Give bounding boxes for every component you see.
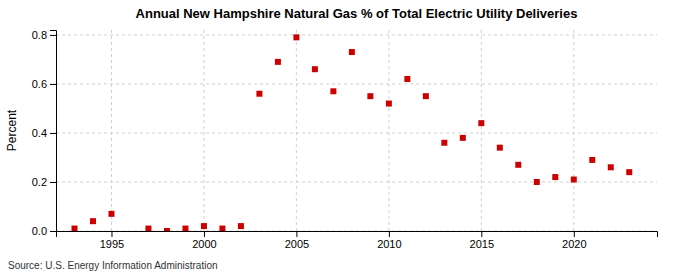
tick: 0.8 (32, 29, 56, 41)
point (145, 226, 151, 231)
axis-line (57, 232, 658, 238)
tick-label: 2005 (285, 238, 309, 250)
tick: 0.0 (32, 225, 56, 237)
marks (71, 34, 632, 231)
tick: 0.4 (32, 127, 56, 139)
tick: 2020 (562, 231, 586, 250)
tick-label: 0.6 (32, 78, 47, 90)
grid-line (388, 30, 389, 231)
point (460, 135, 466, 141)
tick-mark (50, 35, 56, 36)
tick-mark (389, 231, 390, 237)
point (182, 226, 188, 231)
grid-line (481, 30, 482, 231)
point (312, 66, 318, 72)
tick-mark (574, 231, 575, 237)
point (275, 59, 281, 65)
tick-label: 0.4 (32, 127, 47, 139)
tick-label: 0.2 (32, 176, 47, 188)
grid-line (203, 30, 204, 231)
point (293, 34, 299, 40)
tick-mark (296, 231, 297, 237)
annotation: Source: U.S. Energy Information Administ… (8, 260, 218, 271)
tick-mark (50, 231, 56, 232)
tick: 2000 (192, 231, 216, 250)
point (608, 164, 614, 170)
point (201, 223, 207, 229)
point (497, 145, 503, 151)
point (367, 93, 373, 99)
point (71, 226, 77, 231)
tick: 1995 (100, 231, 124, 250)
point (515, 162, 521, 168)
point (386, 101, 392, 107)
point (108, 211, 114, 217)
plot: 1995 2000 2005 2010 2015 2020 0.0 0.2 0.4 0.6 0.8 (32, 29, 658, 250)
grid-line (56, 83, 657, 84)
tick: 2015 (470, 231, 494, 250)
point (164, 228, 170, 231)
tick-label: 2000 (192, 238, 216, 250)
point (552, 174, 558, 180)
point (256, 91, 262, 97)
grid-line (296, 30, 297, 231)
grid-line (56, 34, 657, 35)
tick-mark (50, 133, 56, 134)
tick-label: 0.8 (32, 29, 47, 41)
x-axis: 1995 2000 2005 2010 2015 2020 (57, 231, 658, 250)
grid-line (111, 30, 112, 231)
tick-label: 2020 (562, 238, 586, 250)
tick-mark (50, 84, 56, 85)
grid-line (573, 30, 574, 231)
point (441, 140, 447, 146)
tick-mark (111, 231, 112, 237)
tick-label: 2015 (470, 238, 494, 250)
tick: 2005 (285, 231, 309, 250)
grid-line (56, 181, 657, 182)
tick-mark (204, 231, 205, 237)
title: Annual New Hampshire Natural Gas % of To… (136, 6, 578, 21)
point (534, 179, 540, 185)
point (238, 223, 244, 229)
y-axis: 0.0 0.2 0.4 0.6 0.8 (32, 29, 57, 237)
point (404, 76, 410, 82)
point (626, 169, 632, 175)
grid-line (56, 132, 657, 133)
point (423, 93, 429, 99)
tick: 2010 (377, 231, 401, 250)
tick-label: 0.0 (32, 225, 47, 237)
axis-line (50, 31, 57, 232)
point (589, 157, 595, 163)
point (219, 226, 225, 231)
y-axis-title: Percent (5, 109, 19, 151)
point (90, 218, 96, 224)
point (571, 177, 577, 183)
grid (56, 30, 657, 231)
tick-label: 2010 (377, 238, 401, 250)
tick-mark (50, 182, 56, 183)
tick: 0.6 (32, 78, 56, 90)
point (330, 88, 336, 94)
tick-mark (481, 231, 482, 237)
point (478, 120, 484, 126)
point (349, 49, 355, 55)
tick: 0.2 (32, 176, 56, 188)
tick-label: 1995 (100, 238, 124, 250)
chart: 1995 2000 2005 2010 2015 2020 0.0 0.2 0.4 0.6 0.8 A… (0, 0, 675, 275)
